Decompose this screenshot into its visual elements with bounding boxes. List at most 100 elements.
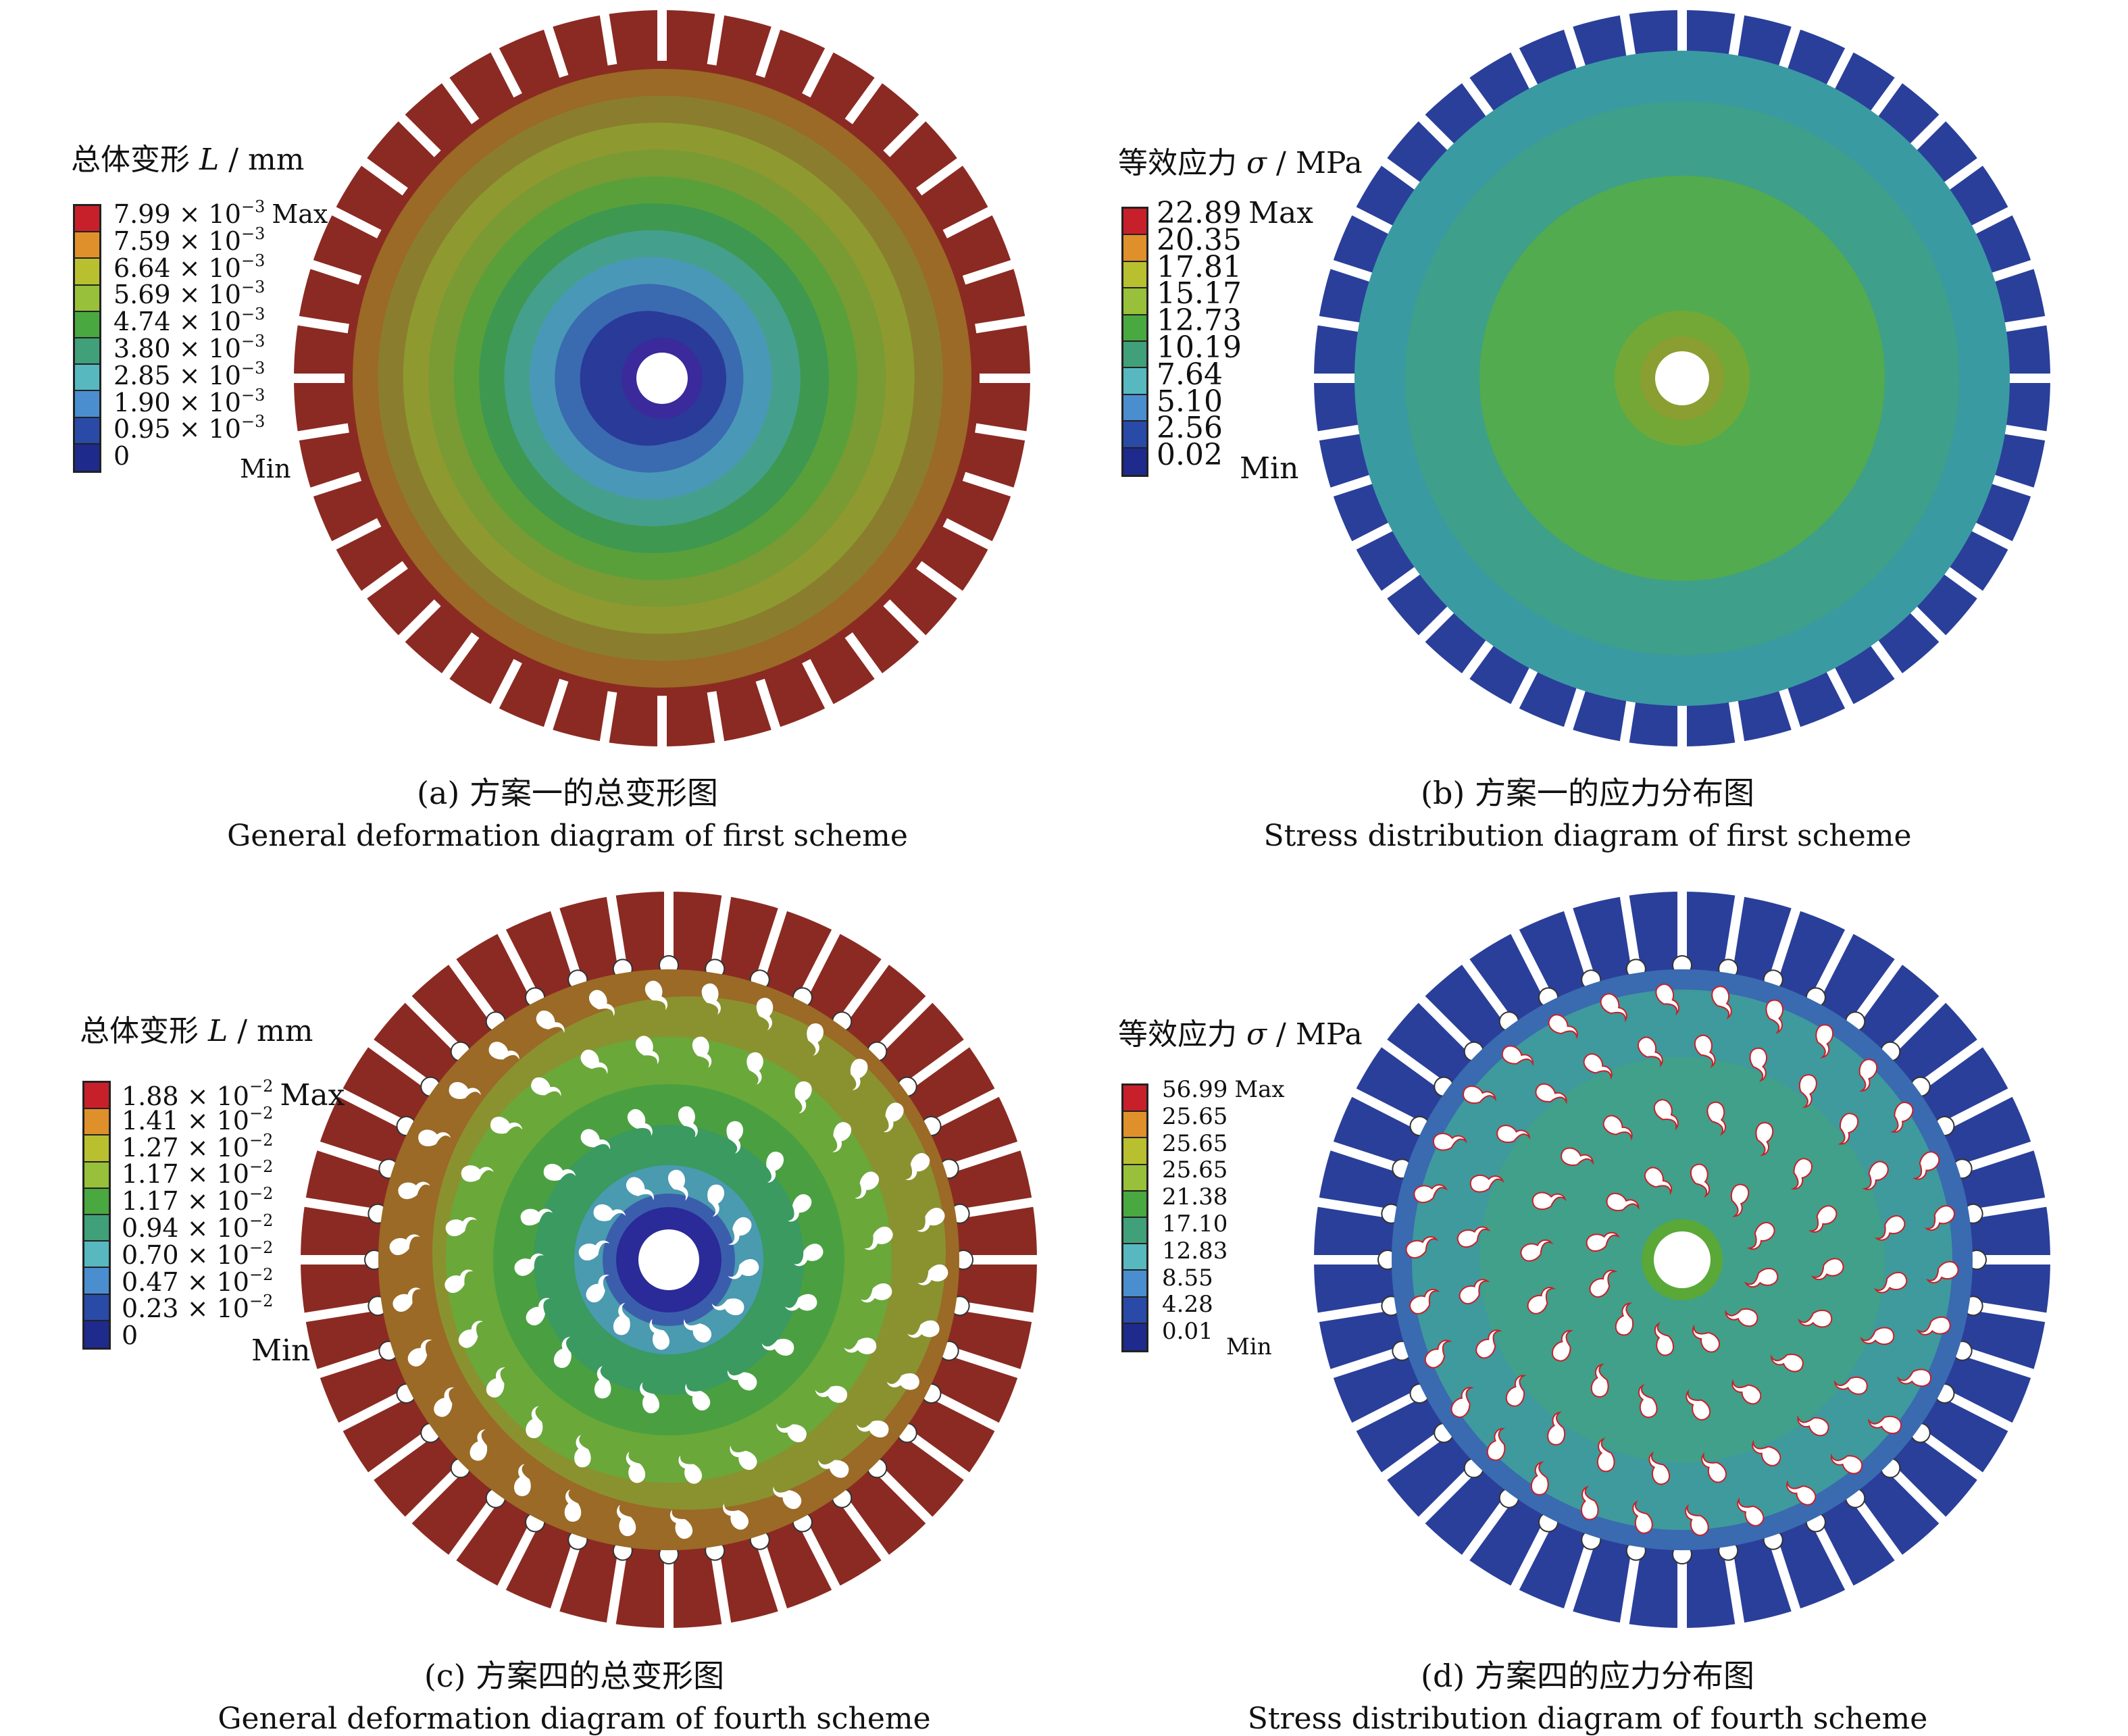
cooling-hole: [1896, 1369, 1932, 1387]
cooling-hole: [723, 1503, 749, 1530]
hole-shape: [701, 983, 721, 1015]
hole-shape: [434, 1387, 455, 1417]
hole-shape: [445, 1217, 477, 1237]
rim-slot: [802, 659, 836, 713]
legend-c-label: 1.17 × 10−2: [122, 1185, 273, 1214]
legend-a-label-exponent: −3: [240, 412, 265, 432]
hole-shape: [613, 1302, 630, 1335]
cooling-hole: [627, 1108, 653, 1136]
rim-slot: [305, 471, 362, 499]
slot-cut: [1825, 43, 1856, 92]
slot-cut: [1377, 155, 1423, 192]
cooling-hole: [1654, 1321, 1675, 1356]
hole-shape: [578, 1240, 610, 1260]
legend-d-label-value: 21.38: [1162, 1183, 1228, 1211]
cooling-hole: [1815, 1024, 1834, 1058]
legend-d-swatch: [1123, 1086, 1146, 1113]
cooling-hole: [1874, 1215, 1906, 1241]
cooling-hole: [1725, 1308, 1758, 1327]
legend-b-swatch: [1123, 261, 1146, 289]
legend-b-swatch: [1123, 209, 1146, 236]
legend-a-label: 0.95 × 10−3: [113, 413, 265, 442]
legend-d-label: 4.28: [1162, 1293, 1213, 1316]
hole-shape: [1890, 1102, 1914, 1133]
legend-c-swatch: [84, 1162, 109, 1189]
rim-slot: [657, 5, 667, 61]
rim-slot: [755, 678, 782, 736]
slot-cut: [961, 1301, 1039, 1323]
hole-shape: [1815, 1024, 1834, 1058]
legend-d-swatch: [1123, 1217, 1146, 1245]
hole-shape: [1459, 1279, 1490, 1304]
cooling-hole: [818, 1460, 849, 1478]
cooling-hole: [490, 1117, 523, 1134]
legend-a-label: 3.80 × 10−3: [113, 333, 265, 361]
rim-slot: [1677, 5, 1687, 54]
cooling-hole: [684, 1319, 712, 1343]
cooling-hole: [1496, 1125, 1531, 1144]
hole-shape: [1530, 1461, 1549, 1496]
cooling-hole: [794, 1081, 812, 1114]
cooling-hole: [644, 981, 668, 1011]
slot-cut: [664, 886, 674, 963]
legend-b-swatch: [1123, 315, 1146, 342]
slot-cut: [1975, 1196, 2052, 1219]
rim-slot: [395, 111, 441, 157]
rim-slot: [1908, 111, 1950, 153]
slot-cut: [1562, 1541, 1595, 1617]
slot-cut: [542, 678, 569, 736]
hole-shape: [574, 1435, 591, 1468]
slot-cut: [1963, 1347, 2040, 1380]
cooling-hole: [726, 1121, 744, 1154]
hole-shape: [1505, 1375, 1527, 1407]
rim-slot: [844, 73, 886, 124]
cooling-hole: [905, 1153, 930, 1181]
slot-cut: [1312, 424, 1363, 442]
hole-shape: [727, 1370, 757, 1391]
slot-cut: [445, 954, 499, 1023]
legend-b-label: 0.02: [1157, 440, 1223, 470]
rim-slot: [1805, 1512, 1856, 1595]
legend-d-swatch: [1123, 1323, 1146, 1350]
cooling-hole: [617, 1504, 636, 1537]
caption-a-cn: (a) 方案一的总变形图: [417, 775, 718, 811]
cooling-hole: [1548, 1014, 1578, 1040]
hole-shape: [1551, 1330, 1574, 1362]
cooling-hole: [1685, 1504, 1709, 1536]
hole-shape: [730, 1446, 757, 1471]
slot-cut: [1989, 258, 2040, 283]
slot-cut: [710, 890, 732, 967]
legend-c-swatch: [84, 1294, 109, 1321]
slot-cut: [363, 1036, 432, 1090]
legend-d-label: 25.65: [1162, 1158, 1227, 1181]
hole-shape: [1648, 1451, 1671, 1485]
rim-slot: [1677, 703, 1687, 752]
slot-cut: [1312, 1196, 1390, 1219]
cooling-hole: [470, 1429, 488, 1461]
slot-cut: [1415, 604, 1456, 646]
slot-cut: [1508, 665, 1540, 713]
hole-shape: [514, 1464, 531, 1496]
hole-shape: [1706, 1101, 1726, 1136]
cooling-hole: [788, 1194, 812, 1222]
rim-slot: [1325, 474, 1375, 499]
hole-shape: [1589, 1269, 1618, 1298]
legend-c-label-value: 1.88 × 10: [122, 1081, 249, 1111]
legend-d-label-value: 25.65: [1162, 1156, 1228, 1184]
rim-slot: [395, 599, 441, 646]
cooling-hole: [728, 1217, 752, 1245]
cooling-hole: [907, 1320, 940, 1338]
hole-shape: [784, 1294, 817, 1311]
legend-b-swatch: [1123, 235, 1146, 262]
legend-c-label-value: 1.41 × 10: [122, 1105, 249, 1135]
slot-cut: [802, 659, 836, 713]
slot-cut: [395, 111, 441, 157]
cooling-hole: [1924, 1205, 1955, 1231]
hole-shape: [1496, 1125, 1531, 1144]
legend-a-title-var: L: [199, 143, 220, 177]
cooling-hole: [514, 1464, 531, 1496]
legend-c-title-var: L: [208, 1014, 228, 1048]
hole-shape: [1450, 1387, 1474, 1418]
legend-c-label: 1.27 × 10−2: [122, 1132, 273, 1160]
hole-shape: [1874, 1215, 1906, 1241]
